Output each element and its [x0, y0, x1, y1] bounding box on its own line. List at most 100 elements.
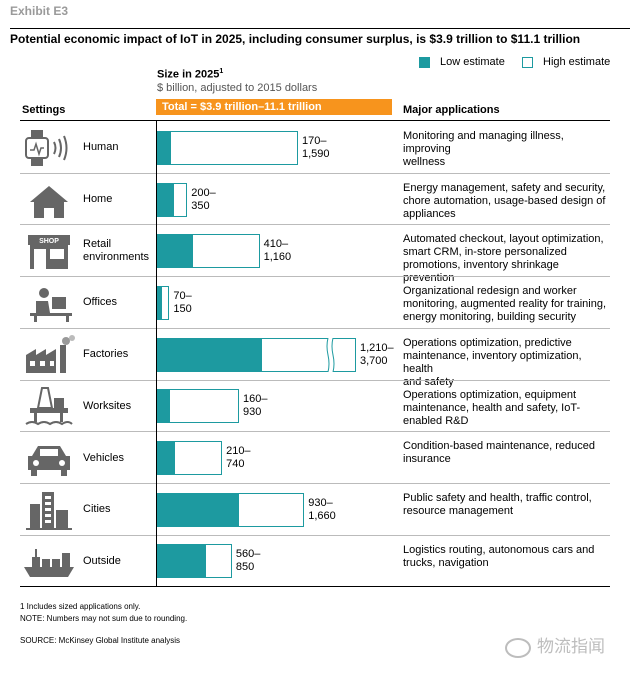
- size-subtitle: $ billion, adjusted to 2015 dollars: [157, 82, 318, 94]
- value-label-line: 1,160: [263, 251, 292, 264]
- application-line: and safety: [403, 375, 454, 388]
- major-applications-text: Operations optimization, predictive maint…: [403, 337, 613, 389]
- size-label: Size in 20251: [157, 68, 223, 81]
- value-label: 70– 150: [173, 290, 191, 316]
- setting-label-line: Worksites: [83, 399, 132, 412]
- legend-low-swatch: [419, 57, 430, 68]
- value-label-line: 200–: [191, 186, 216, 199]
- application-line: Operations optimization, equipment: [403, 388, 577, 401]
- setting-label-line: Cities: [83, 503, 111, 516]
- factory-icon: [22, 334, 76, 375]
- bar-axis: [156, 120, 157, 586]
- smartwatch-icon-svg: [25, 129, 68, 166]
- city-icon: [22, 490, 76, 530]
- legend-high-label: High estimate: [543, 56, 611, 68]
- exhibit-label: Exhibit E3: [10, 4, 69, 18]
- value-label-line: 930: [243, 406, 262, 419]
- value-label: 210– 740: [226, 445, 250, 471]
- value-label-line: 70–: [173, 289, 192, 302]
- application-line: maintenance, inventory optimization, hea…: [403, 349, 582, 375]
- row-divider-bottom: [20, 586, 610, 588]
- size-label-footnote-marker: 1: [219, 68, 224, 75]
- value-label-line: 560–: [235, 548, 261, 561]
- setting-label: Outside: [83, 555, 121, 568]
- value-label: 410– 1,160: [264, 238, 292, 264]
- application-line: resource management: [403, 504, 514, 517]
- application-line: Condition-based maintenance, reduced: [403, 440, 596, 453]
- value-label-line: 930–: [308, 496, 333, 509]
- smartwatch-icon: [22, 128, 76, 168]
- oil-rig-icon: [22, 386, 76, 426]
- value-label-line: 150: [173, 302, 192, 315]
- application-line: energy monitoring, building security: [403, 311, 577, 324]
- major-applications-text: Organizational redesign and worker monito…: [403, 285, 613, 324]
- value-label: 1,210– 3,700: [360, 342, 394, 368]
- house-icon-svg: [30, 185, 68, 218]
- shop-icon: SHOP: [22, 231, 76, 271]
- legend-high-swatch: [522, 57, 533, 68]
- row-divider: [20, 224, 610, 226]
- setting-label-line: environments: [83, 251, 150, 264]
- application-line: insurance: [403, 453, 451, 466]
- oil-rig-icon-svg: [25, 387, 73, 426]
- value-label-line: 740: [226, 458, 245, 471]
- major-applications-text: Public safety and health, traffic contro…: [403, 492, 613, 518]
- factory-icon-svg: [26, 334, 75, 373]
- car-icon: [22, 438, 76, 478]
- total-banner: Total = $3.9 trillion–11.1 trillion: [156, 99, 392, 115]
- legend-low-label: Low estimate: [440, 56, 505, 68]
- axis-break-mark: [326, 337, 336, 372]
- value-label-line: 1,660: [308, 509, 336, 522]
- value-label: 200– 350: [191, 187, 215, 213]
- setting-label-line: Vehicles: [83, 451, 124, 464]
- row-divider: [20, 276, 610, 278]
- bar-low-estimate: [156, 130, 172, 165]
- setting-label: Worksites: [83, 400, 131, 413]
- application-line: Organizational redesign and worker: [403, 285, 577, 298]
- bar-low-estimate: [156, 544, 206, 579]
- bar-low-estimate: [156, 234, 193, 269]
- chart-title: Potential economic impact of IoT in 2025…: [10, 32, 581, 46]
- application-line: Monitoring and managing illness, improvi…: [403, 130, 564, 155]
- application-line: promotions, inventory shrinkage preventi…: [403, 259, 559, 285]
- row-divider: [20, 482, 610, 484]
- value-label-line: 850: [235, 561, 255, 574]
- value-label-line: 160–: [243, 393, 268, 406]
- setting-label-line: Factories: [83, 348, 129, 361]
- setting-label: Home: [83, 193, 112, 206]
- major-applications-text: Condition-based maintenance, reduced insu…: [403, 440, 613, 466]
- title-rule: [10, 28, 630, 29]
- major-applications-text: Automated checkout, layout optimization,…: [403, 233, 613, 285]
- bar-low-estimate: [156, 389, 171, 424]
- value-label: 170– 1,590: [302, 135, 330, 161]
- setting-label: Factories: [83, 348, 128, 361]
- bar-low-estimate: [156, 182, 174, 217]
- footnote-note: NOTE: Numbers may not sum due to roundin…: [20, 614, 188, 623]
- major-applications-text: Logistics routing, autonomous cars and tr…: [403, 544, 613, 570]
- application-line: trucks, navigation: [403, 556, 489, 569]
- value-label: 560– 850: [236, 548, 260, 574]
- applications-column-header: Major applications: [403, 104, 500, 116]
- value-label-line: 350: [191, 199, 210, 212]
- house-icon: [22, 180, 76, 220]
- application-line: monitoring, augmented reality for traini…: [403, 298, 606, 311]
- value-label-line: 3,700: [360, 354, 388, 367]
- application-line: wellness: [403, 156, 446, 168]
- application-line: maintenance, health and safety, IoT-: [403, 401, 581, 414]
- value-label: 160– 930: [243, 393, 267, 419]
- wechat-icon: [505, 637, 531, 658]
- application-line: Public safety and health, traffic contro…: [403, 491, 592, 504]
- bar-low-estimate: [156, 492, 240, 527]
- row-divider: [20, 172, 610, 174]
- row-divider: [20, 534, 610, 536]
- axis-break-svg: [326, 337, 335, 372]
- row-divider: [20, 379, 610, 381]
- footnote-1: 1 Includes sized applications only.: [20, 602, 141, 611]
- application-line: chore automation, usage-based design of: [403, 194, 606, 207]
- setting-label: Vehicles: [83, 452, 124, 465]
- setting-label: Cities: [83, 503, 111, 516]
- setting-label: Offices: [83, 296, 117, 309]
- setting-label-line: Offices: [83, 296, 118, 309]
- value-label: 930– 1,660: [308, 497, 336, 523]
